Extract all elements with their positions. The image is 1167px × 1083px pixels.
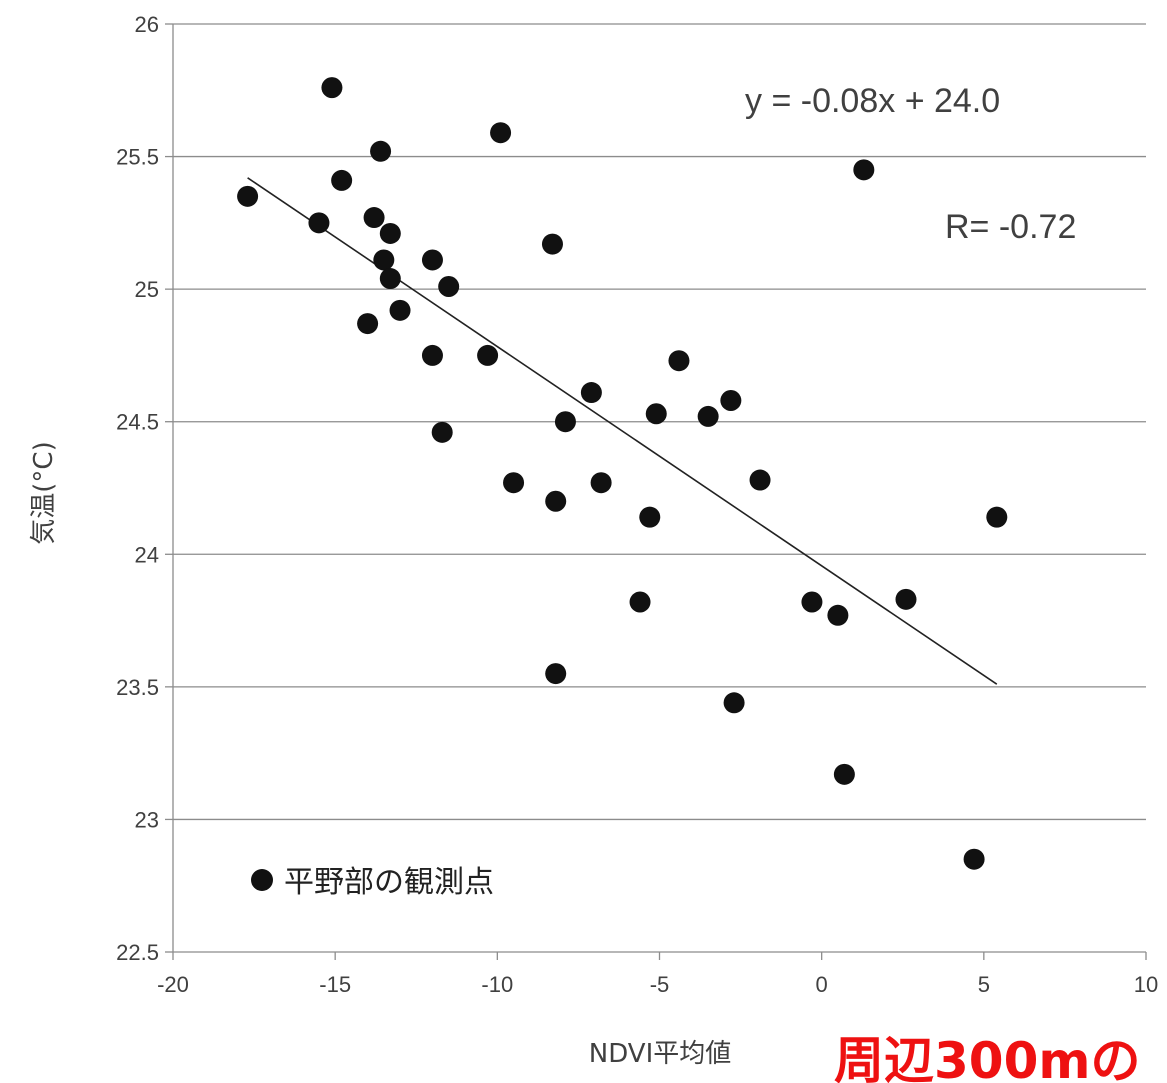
- data-point: [477, 344, 499, 366]
- data-point: [545, 490, 567, 512]
- legend-marker: [251, 869, 273, 891]
- overlay-caption: 周辺300mの: [834, 1032, 1140, 1083]
- x-tick-label: 5: [978, 972, 990, 997]
- y-tick-label: 24.5: [116, 410, 159, 435]
- y-tick-label: 24: [135, 542, 159, 567]
- data-point: [697, 405, 719, 427]
- data-point: [308, 212, 330, 234]
- data-point: [590, 472, 612, 494]
- x-axis-title: NDVI平均値: [589, 1039, 731, 1069]
- data-points: [237, 77, 1008, 870]
- data-point: [554, 411, 576, 433]
- axes: [165, 23, 1147, 960]
- data-point: [237, 185, 259, 207]
- x-tick-label: -15: [319, 972, 351, 997]
- data-point: [379, 268, 401, 290]
- data-point: [986, 506, 1008, 528]
- equation-annotation: y = -0.08x + 24.0: [745, 82, 1000, 120]
- data-point: [373, 249, 395, 271]
- data-point: [639, 506, 661, 528]
- y-tick-label: 23.5: [116, 675, 159, 700]
- gridlines: [173, 23, 1146, 821]
- y-tick-labels: 22.5 23 23.5 24 24.5 25 25.5 26: [116, 12, 159, 965]
- x-tick-label: -20: [157, 972, 189, 997]
- x-tick-label: 0: [816, 972, 828, 997]
- data-point: [668, 350, 690, 372]
- legend-label: 平野部の観測点: [284, 865, 494, 900]
- data-point: [541, 233, 563, 255]
- trend-line: [247, 177, 998, 685]
- data-point: [421, 249, 443, 271]
- r-annotation: R= -0.72: [945, 208, 1076, 246]
- y-tick-label: 25: [135, 277, 159, 302]
- y-tick-label: 26: [135, 12, 159, 37]
- data-point: [389, 299, 411, 321]
- data-point: [629, 591, 651, 613]
- data-point: [503, 472, 525, 494]
- data-point: [749, 469, 771, 491]
- data-point: [645, 403, 667, 425]
- data-point: [720, 390, 742, 412]
- data-point: [379, 222, 401, 244]
- data-point: [853, 159, 875, 181]
- x-tick-label: -5: [650, 972, 670, 997]
- data-point: [963, 848, 985, 870]
- data-point: [438, 275, 460, 297]
- data-point: [421, 344, 443, 366]
- data-point: [363, 207, 385, 229]
- data-point: [331, 169, 353, 191]
- data-point: [357, 313, 379, 335]
- data-point: [370, 140, 392, 162]
- y-axis-title: 気温(°C): [29, 441, 59, 544]
- y-tick-label: 23: [135, 807, 159, 832]
- data-point: [801, 591, 823, 613]
- x-tick-label: 10: [1134, 972, 1158, 997]
- data-point: [723, 692, 745, 714]
- data-point: [580, 382, 602, 404]
- data-point: [545, 663, 567, 685]
- y-tick-label: 25.5: [116, 145, 159, 170]
- x-tick-labels: -20 -15 -10 -5 0 5 10: [157, 972, 1158, 997]
- data-point: [490, 122, 512, 144]
- data-point: [321, 77, 343, 99]
- data-point: [833, 763, 855, 785]
- data-point: [895, 588, 917, 610]
- y-tick-label: 22.5: [116, 940, 159, 965]
- x-tick-label: -10: [481, 972, 513, 997]
- data-point: [827, 604, 849, 626]
- data-point: [431, 421, 453, 443]
